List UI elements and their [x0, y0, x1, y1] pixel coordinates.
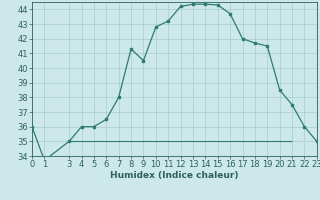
X-axis label: Humidex (Indice chaleur): Humidex (Indice chaleur): [110, 171, 239, 180]
